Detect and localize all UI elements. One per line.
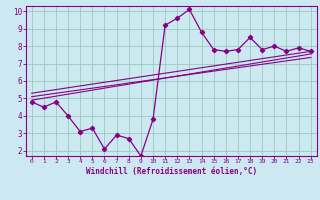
X-axis label: Windchill (Refroidissement éolien,°C): Windchill (Refroidissement éolien,°C) (86, 167, 257, 176)
